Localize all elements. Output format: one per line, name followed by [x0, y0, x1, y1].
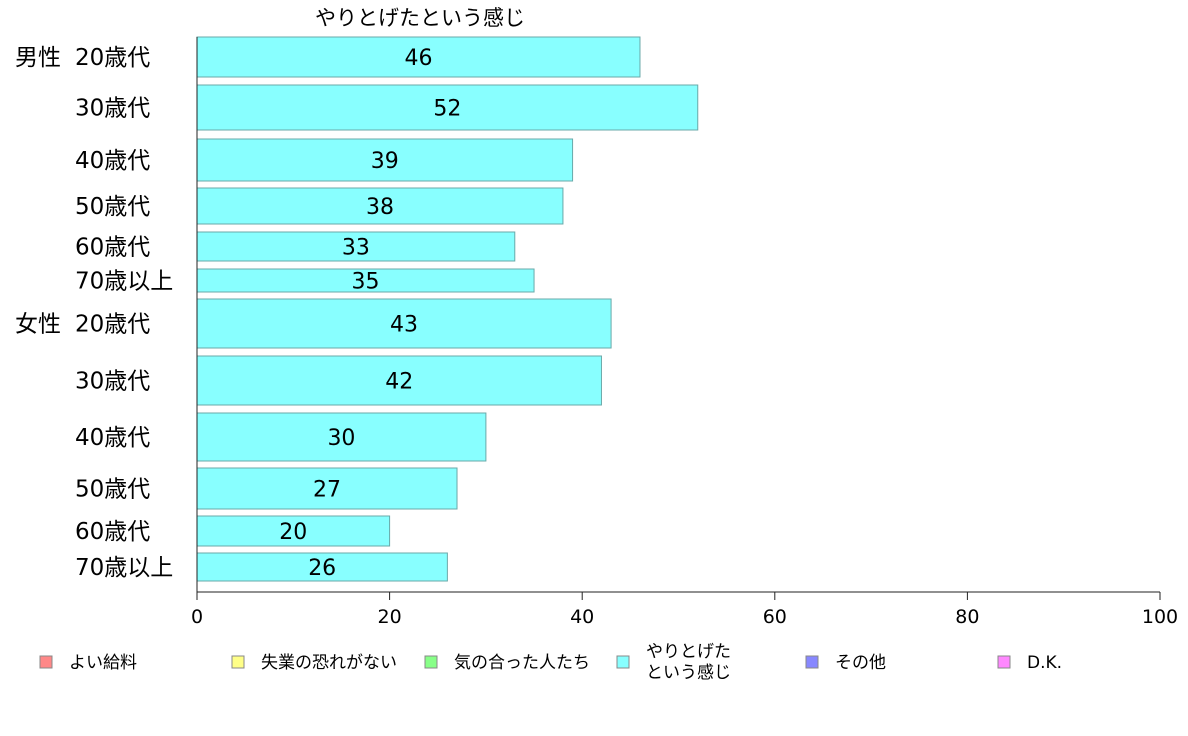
bar-value-label: 52 [433, 97, 461, 122]
group-label: 男性 [15, 45, 61, 71]
x-tick-label: 40 [570, 606, 594, 628]
category-label: 20歳代 [75, 45, 150, 71]
bar [196, 298, 612, 349]
legend-label: 失業の恐れがない [261, 653, 397, 673]
legend-label: よい給料 [69, 653, 137, 673]
bar-value-label: 33 [342, 236, 370, 261]
category-label: 30歳代 [75, 369, 150, 395]
x-tick-label: 60 [763, 606, 787, 628]
bar-value-label: 26 [308, 556, 336, 581]
bar-value-label: 43 [390, 313, 418, 338]
bar [196, 187, 564, 225]
category-label: 40歳代 [75, 425, 150, 451]
legend-swatch [39, 655, 53, 669]
x-axis: 0 20 40 60 80 100 [191, 37, 1178, 628]
bar-value-label: 35 [352, 270, 380, 295]
category-label: 60歳代 [75, 235, 150, 261]
legend-label: 気の合った人たち [454, 653, 590, 673]
x-tick-label: 80 [955, 606, 979, 628]
category-label: 50歳代 [75, 194, 150, 220]
legend-swatch [231, 655, 245, 669]
bar-value-label: 30 [327, 426, 355, 451]
x-tick-label: 0 [191, 606, 203, 628]
group-label: 女性 [15, 312, 61, 338]
bar [196, 231, 516, 262]
chart-title: やりとげたという感じ [315, 6, 525, 30]
bar [196, 138, 574, 182]
x-tick-label: 20 [378, 606, 402, 628]
bar [196, 84, 699, 131]
bars: 4620歳代男性5230歳代3940歳代3850歳代3360歳代3570歳以上4… [15, 36, 699, 582]
legend: よい給料 失業の恐れがない 気の合った人たち やりとげたという感じ その他 D.K. [39, 642, 1062, 683]
category-label: 30歳代 [75, 96, 150, 122]
legend-swatch [616, 655, 630, 669]
legend-label: やりとげたという感じ [646, 642, 731, 683]
category-label: 70歳以上 [75, 555, 173, 581]
legend-swatch [997, 655, 1011, 669]
legend-label: D.K. [1027, 653, 1062, 673]
bar [196, 355, 602, 406]
bar-value-label: 46 [404, 46, 432, 71]
bar-value-label: 42 [385, 370, 413, 395]
category-label: 70歳以上 [75, 269, 173, 295]
bar-value-label: 39 [371, 149, 399, 174]
legend-swatch [424, 655, 438, 669]
bar-value-label: 38 [366, 195, 394, 220]
x-tick-label: 100 [1142, 606, 1178, 628]
legend-label: その他 [835, 653, 886, 673]
category-label: 60歳代 [75, 519, 150, 545]
bar [196, 552, 448, 582]
category-label: 20歳代 [75, 312, 150, 338]
category-label: 40歳代 [75, 148, 150, 174]
bar [196, 36, 641, 78]
legend-swatch [805, 655, 819, 669]
bar-value-label: 20 [279, 520, 307, 545]
bar-value-label: 27 [313, 478, 341, 503]
category-label: 50歳代 [75, 477, 150, 503]
